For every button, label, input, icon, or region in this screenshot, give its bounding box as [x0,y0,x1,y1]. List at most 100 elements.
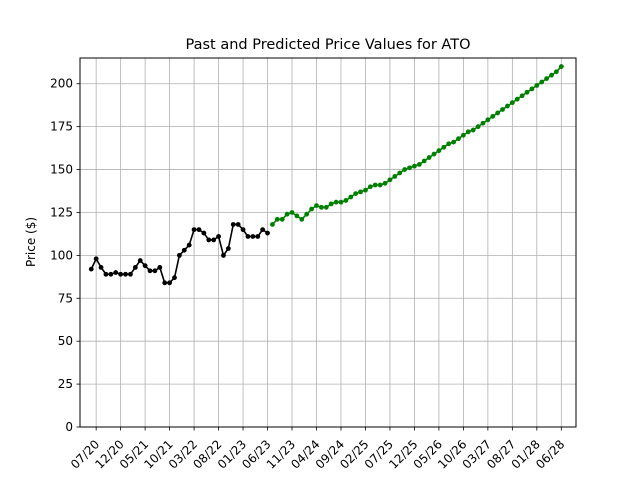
series-1-point [358,189,363,195]
series-1-point [367,184,373,190]
series-0-point [147,268,153,274]
series-1-point [328,201,334,207]
series-1-point [539,79,545,85]
series-1-point [402,167,408,172]
series-0-point [186,242,192,248]
series-1-point [500,107,505,112]
series-1-point [289,210,295,215]
series-1-point [314,203,319,209]
series-1-point [279,216,285,222]
series-0-point [216,234,221,239]
series-1-point [529,86,535,92]
series-0-point [152,268,158,274]
series-0-point [167,280,173,286]
series-0-point [245,234,251,239]
series-1-point [505,103,510,109]
series-1-point [299,216,305,222]
series-1-point [554,69,559,75]
series-0-point [128,271,133,277]
y-tick-label: 50 [58,334,73,348]
series-0-point [177,252,182,258]
y-tick-label: 0 [65,420,73,434]
y-tick-label: 200 [50,77,73,91]
series-0-point [221,252,226,258]
series-1-point [480,120,486,126]
series-1-point [274,216,280,222]
series-1-point [309,206,314,212]
y-tick-label: 100 [50,248,73,262]
series-1-point [436,148,442,154]
series-1-point [524,89,530,95]
series-0-point [103,271,109,277]
series-0-point [108,271,114,277]
series-0-point [235,222,241,227]
series-1-point [284,211,290,217]
series-1-point [270,222,275,227]
series-1-point [382,180,388,186]
series-1-point [460,132,466,138]
y-tick-label: 75 [58,291,73,305]
y-tick-label: 150 [50,163,73,177]
y-axis-label: Price ($) [24,217,38,267]
series-0-point [123,271,128,277]
y-axis-ticks: 0 25 50 75 100 125 150 175 200 [50,77,80,434]
series-1-point [294,213,300,219]
series-1-point [431,151,437,157]
series-1-point [549,72,554,78]
series-1-point [318,204,324,210]
series-0-point [93,256,99,262]
series-0-point [230,222,236,227]
series-1-point [343,198,349,203]
series-1-point [372,182,378,188]
y-tick-label: 125 [50,205,73,219]
series-1-point [544,76,550,81]
series-1-point [426,155,432,160]
series-0-point [172,275,177,281]
series-0-point [201,230,207,236]
series-1-point [495,110,501,116]
series-1-point [387,177,393,183]
y-tick-label: 175 [50,120,73,134]
series-0-point [181,247,187,253]
series-1-point [441,144,447,150]
series-1-point [485,117,491,123]
series-1-point [412,163,417,169]
series-0-point [240,227,246,233]
series-1-point [416,162,422,167]
series-1-point [519,93,525,99]
series-1-point [323,204,329,210]
plot-frame [79,57,577,428]
series-0-point [162,280,168,286]
series-0-point [211,237,217,243]
series-1-point [348,194,354,200]
series-0-point [260,227,266,233]
series-points [88,64,564,286]
series-0-point [225,246,231,251]
series-1-point [421,158,427,164]
series-0-point [132,264,138,270]
series-1-point [353,191,359,196]
series-1-point [465,129,471,135]
series-1-point [509,100,515,106]
series-1-point [475,124,481,130]
series-1-point [451,139,456,145]
series-0-point [196,227,202,233]
series-1-point [558,64,564,69]
series-1-point [470,127,476,133]
series-0-point [265,230,270,236]
series-1-point [333,199,339,205]
series-1-point [377,182,383,188]
series-0-point [142,263,148,269]
series-1-point [446,141,452,147]
series-1-point [534,83,540,88]
series-1-point [514,96,520,102]
series-1-point [392,174,398,179]
series-0-point [255,234,261,239]
series-1-point [363,187,368,193]
series-0-point [206,237,212,243]
series-0-point [157,264,163,270]
series-1-point [397,170,403,176]
grid-lines [80,58,576,428]
